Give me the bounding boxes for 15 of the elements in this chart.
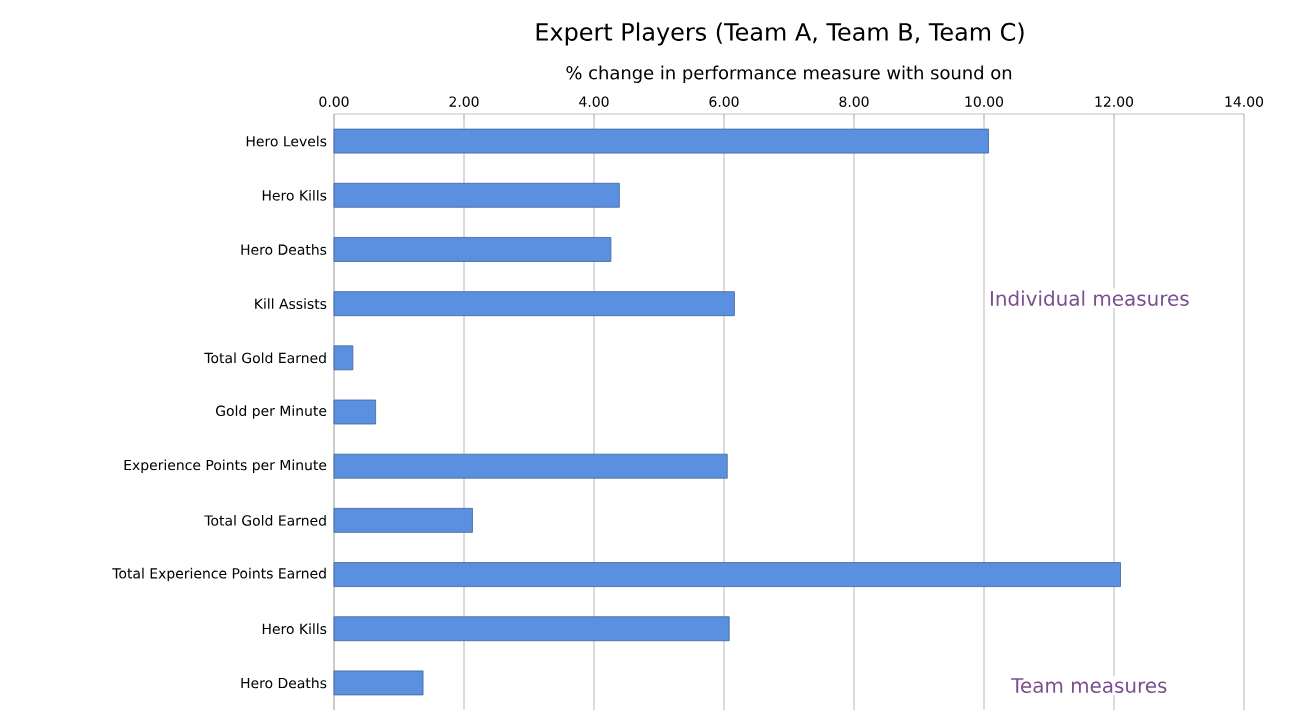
annotation: Individual measures	[990, 290, 1189, 306]
bar	[333, 182, 620, 208]
bar	[333, 507, 473, 533]
x-axis-title: % change in performance measure with sound on	[566, 65, 1012, 83]
bar	[333, 291, 735, 317]
chart-title: Expert Players (Team A, Team B, Team C)	[536, 22, 1024, 46]
bar	[333, 453, 728, 479]
annotation: Team measures	[1011, 678, 1167, 694]
bar	[333, 237, 612, 262]
bar	[333, 399, 376, 425]
bar	[333, 562, 1121, 587]
bar	[333, 670, 424, 696]
bar	[333, 616, 730, 642]
bar	[333, 345, 354, 371]
bar	[333, 128, 989, 154]
